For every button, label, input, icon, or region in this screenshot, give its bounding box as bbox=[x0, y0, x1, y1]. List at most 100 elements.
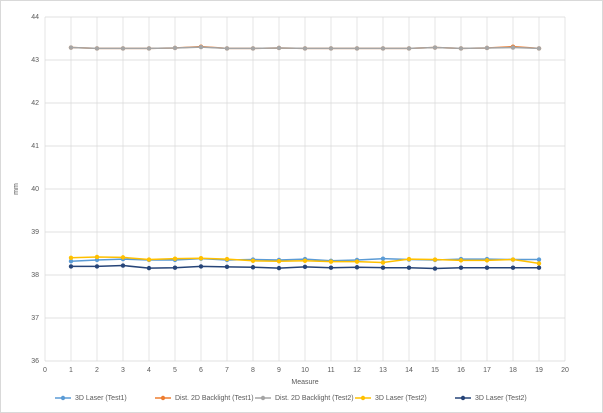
point bbox=[536, 46, 542, 51]
x-tick-label: 6 bbox=[199, 367, 203, 374]
point bbox=[354, 46, 360, 51]
x-tick-label: 18 bbox=[509, 367, 517, 374]
point bbox=[328, 46, 334, 51]
point bbox=[146, 257, 152, 262]
y-tick-label: 44 bbox=[31, 14, 39, 21]
point bbox=[146, 265, 152, 271]
point bbox=[94, 257, 100, 263]
point bbox=[484, 45, 490, 51]
point bbox=[68, 259, 74, 264]
y-tick-label: 41 bbox=[31, 143, 39, 150]
y-tick-label: 39 bbox=[31, 229, 39, 236]
point bbox=[380, 46, 386, 51]
y-tick-label: 40 bbox=[31, 186, 39, 193]
point bbox=[276, 265, 282, 271]
legend-marker bbox=[260, 395, 266, 401]
point bbox=[172, 256, 178, 261]
point bbox=[146, 46, 152, 51]
point bbox=[354, 259, 360, 264]
point bbox=[250, 46, 256, 51]
point bbox=[224, 46, 230, 51]
y-axis-label: mm bbox=[13, 183, 20, 195]
legend-label: Dist. 2D Backlight (Test2) bbox=[275, 395, 354, 402]
x-tick-label: 20 bbox=[561, 367, 569, 374]
point bbox=[328, 259, 334, 264]
point bbox=[302, 264, 308, 270]
legend-marker bbox=[460, 395, 466, 401]
point bbox=[406, 46, 412, 51]
x-tick-label: 7 bbox=[225, 367, 229, 374]
point bbox=[510, 45, 516, 50]
point bbox=[458, 258, 464, 263]
point bbox=[172, 265, 178, 270]
point bbox=[276, 259, 282, 264]
x-tick-label: 14 bbox=[405, 367, 413, 374]
point bbox=[68, 264, 74, 269]
point bbox=[198, 44, 204, 50]
point bbox=[380, 260, 386, 265]
point bbox=[484, 258, 490, 263]
point bbox=[302, 46, 308, 51]
legend-marker bbox=[160, 395, 166, 401]
point bbox=[328, 265, 334, 270]
point bbox=[536, 265, 542, 270]
point bbox=[432, 266, 438, 271]
point bbox=[120, 263, 126, 268]
point bbox=[250, 265, 256, 270]
x-tick-label: 17 bbox=[483, 367, 491, 374]
point bbox=[432, 45, 438, 50]
point bbox=[120, 255, 126, 260]
y-tick-label: 43 bbox=[31, 57, 39, 64]
point bbox=[510, 257, 516, 262]
x-tick-label: 19 bbox=[535, 367, 543, 374]
point bbox=[380, 265, 386, 270]
point bbox=[94, 264, 100, 269]
legend-marker bbox=[360, 395, 366, 401]
point bbox=[224, 264, 230, 270]
y-tick-label: 37 bbox=[31, 315, 39, 322]
x-tick-label: 10 bbox=[301, 367, 309, 374]
x-tick-label: 9 bbox=[277, 367, 281, 374]
point bbox=[380, 256, 386, 261]
x-tick-label: 8 bbox=[251, 367, 255, 374]
point bbox=[120, 46, 126, 51]
x-tick-label: 13 bbox=[379, 367, 387, 374]
point bbox=[406, 265, 412, 270]
y-tick-label: 38 bbox=[31, 272, 39, 279]
y-tick-label: 42 bbox=[31, 100, 39, 107]
legend-label: Dist. 2D Backlight (Test1) bbox=[175, 395, 254, 402]
point bbox=[484, 265, 490, 270]
point bbox=[406, 256, 412, 262]
x-tick-label: 12 bbox=[353, 367, 361, 374]
point bbox=[536, 257, 542, 262]
point bbox=[198, 264, 204, 269]
x-tick-label: 3 bbox=[121, 367, 125, 374]
point bbox=[250, 258, 256, 264]
point bbox=[536, 261, 542, 266]
y-tick-label: 36 bbox=[31, 358, 39, 365]
x-tick-label: 5 bbox=[173, 367, 177, 374]
x-tick-label: 4 bbox=[147, 367, 151, 374]
point bbox=[432, 257, 438, 262]
x-tick-label: 15 bbox=[431, 367, 439, 374]
x-tick-label: 1 bbox=[69, 367, 73, 374]
x-tick-label: 0 bbox=[43, 367, 47, 374]
legend-label: 3D Laser (Test2) bbox=[375, 395, 427, 402]
point bbox=[94, 46, 100, 51]
point bbox=[458, 265, 464, 270]
x-tick-label: 11 bbox=[327, 367, 334, 374]
point bbox=[276, 45, 282, 51]
point bbox=[68, 255, 74, 260]
legend-label: 3D Laser (Test1) bbox=[75, 395, 127, 402]
point bbox=[302, 258, 308, 264]
point bbox=[354, 265, 360, 270]
point bbox=[68, 45, 74, 50]
point bbox=[198, 256, 204, 261]
point bbox=[510, 265, 516, 270]
point bbox=[224, 256, 230, 262]
x-tick-label: 16 bbox=[457, 367, 465, 374]
x-axis-label: Measure bbox=[291, 379, 318, 386]
point bbox=[94, 254, 100, 260]
